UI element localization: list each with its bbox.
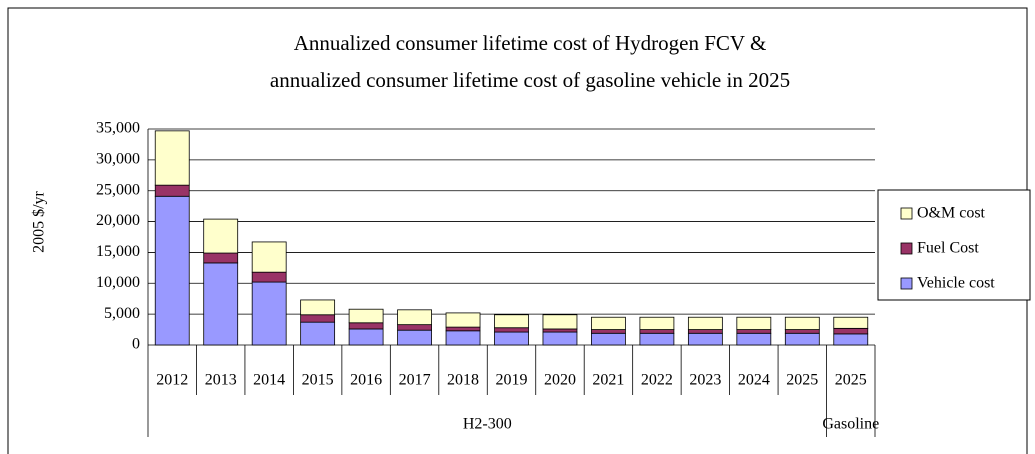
bar-segment [494, 327, 529, 333]
x-tick-label: 2013 [205, 372, 237, 389]
bar-segment [348, 308, 384, 324]
legend-label: Fuel Cost [917, 240, 979, 257]
x-tick-label: 2020 [544, 372, 576, 389]
x-tick-label: 2025 [835, 372, 867, 389]
y-tick-label: 10,000 [96, 274, 140, 291]
bar-segment [736, 329, 772, 334]
x-tick-label: 2025 [786, 372, 818, 389]
bar-segment [736, 332, 772, 346]
bar-segment [494, 331, 529, 346]
bar-segment [639, 329, 675, 334]
bar-segment [591, 332, 626, 346]
x-tick-label: 2024 [738, 372, 770, 389]
legend-label: O&M cost [917, 205, 986, 222]
x-tick-label: 2014 [253, 372, 285, 389]
x-tick-label: 2015 [302, 372, 334, 389]
bar-segment [251, 241, 287, 273]
bar-segment [397, 329, 432, 346]
bar-segment [300, 299, 336, 316]
bar-segment [397, 309, 432, 326]
bar-segment [445, 330, 481, 346]
bar-segment [348, 328, 384, 346]
x-tick-label: 2016 [350, 372, 382, 389]
bar-segment [251, 281, 287, 346]
y-tick-label: 20,000 [96, 212, 140, 229]
bar-segment [348, 322, 384, 330]
y-tick-label: 35,000 [96, 120, 140, 137]
chart-title: annualized consumer lifetime cost of gas… [270, 68, 790, 92]
bar-segment [203, 218, 239, 254]
bar-segment [833, 316, 869, 329]
bar-segment [154, 130, 190, 186]
y-tick-label: 0 [132, 336, 140, 353]
bar-segment [784, 332, 820, 346]
bar-segment [542, 314, 578, 330]
x-tick-label: 2023 [689, 372, 721, 389]
bar-segment [687, 316, 723, 330]
bar-segment [784, 316, 820, 330]
bar-segment [591, 316, 626, 330]
bar-segment [300, 321, 336, 346]
bar-segment [736, 316, 772, 330]
chart-title: Annualized consumer lifetime cost of Hyd… [294, 31, 767, 55]
y-tick-label: 15,000 [96, 243, 140, 260]
bar-segment [203, 252, 239, 264]
bar-segment [542, 331, 578, 346]
bar-segment [397, 324, 432, 331]
bar-segment [784, 329, 820, 334]
group-label: H2-300 [463, 416, 512, 433]
legend-swatch [900, 277, 913, 290]
y-tick-label: 30,000 [96, 151, 140, 168]
bar-segment [833, 327, 869, 335]
bar-segment [154, 184, 190, 197]
bar-segment [445, 312, 481, 328]
bar-segment [687, 329, 723, 334]
x-tick-label: 2012 [156, 372, 188, 389]
y-tick-label: 5,000 [104, 305, 140, 322]
bar-segment [639, 332, 675, 346]
bar-segment [639, 316, 675, 330]
bar-segment [591, 329, 626, 334]
bar-segment [687, 332, 723, 346]
legend-swatch [900, 207, 913, 220]
group-label: Gasoline [822, 416, 879, 433]
bar-segment [300, 314, 336, 323]
legend-swatch [900, 242, 913, 255]
y-axis-label: 2005 $/yr [31, 190, 48, 252]
y-tick-label: 25,000 [96, 181, 140, 198]
bar-segment [445, 326, 481, 332]
bar-segment [833, 333, 869, 346]
bar-segment [203, 262, 239, 346]
legend-label: Vehicle cost [917, 275, 995, 292]
x-tick-label: 2019 [496, 372, 528, 389]
x-tick-label: 2018 [447, 372, 479, 389]
bar-segment [494, 314, 529, 329]
bar-segment [154, 195, 190, 346]
bar-segment [251, 271, 287, 283]
x-tick-label: 2022 [641, 372, 673, 389]
x-tick-label: 2021 [592, 372, 624, 389]
x-tick-label: 2017 [399, 372, 431, 389]
bar-segment [542, 328, 578, 333]
